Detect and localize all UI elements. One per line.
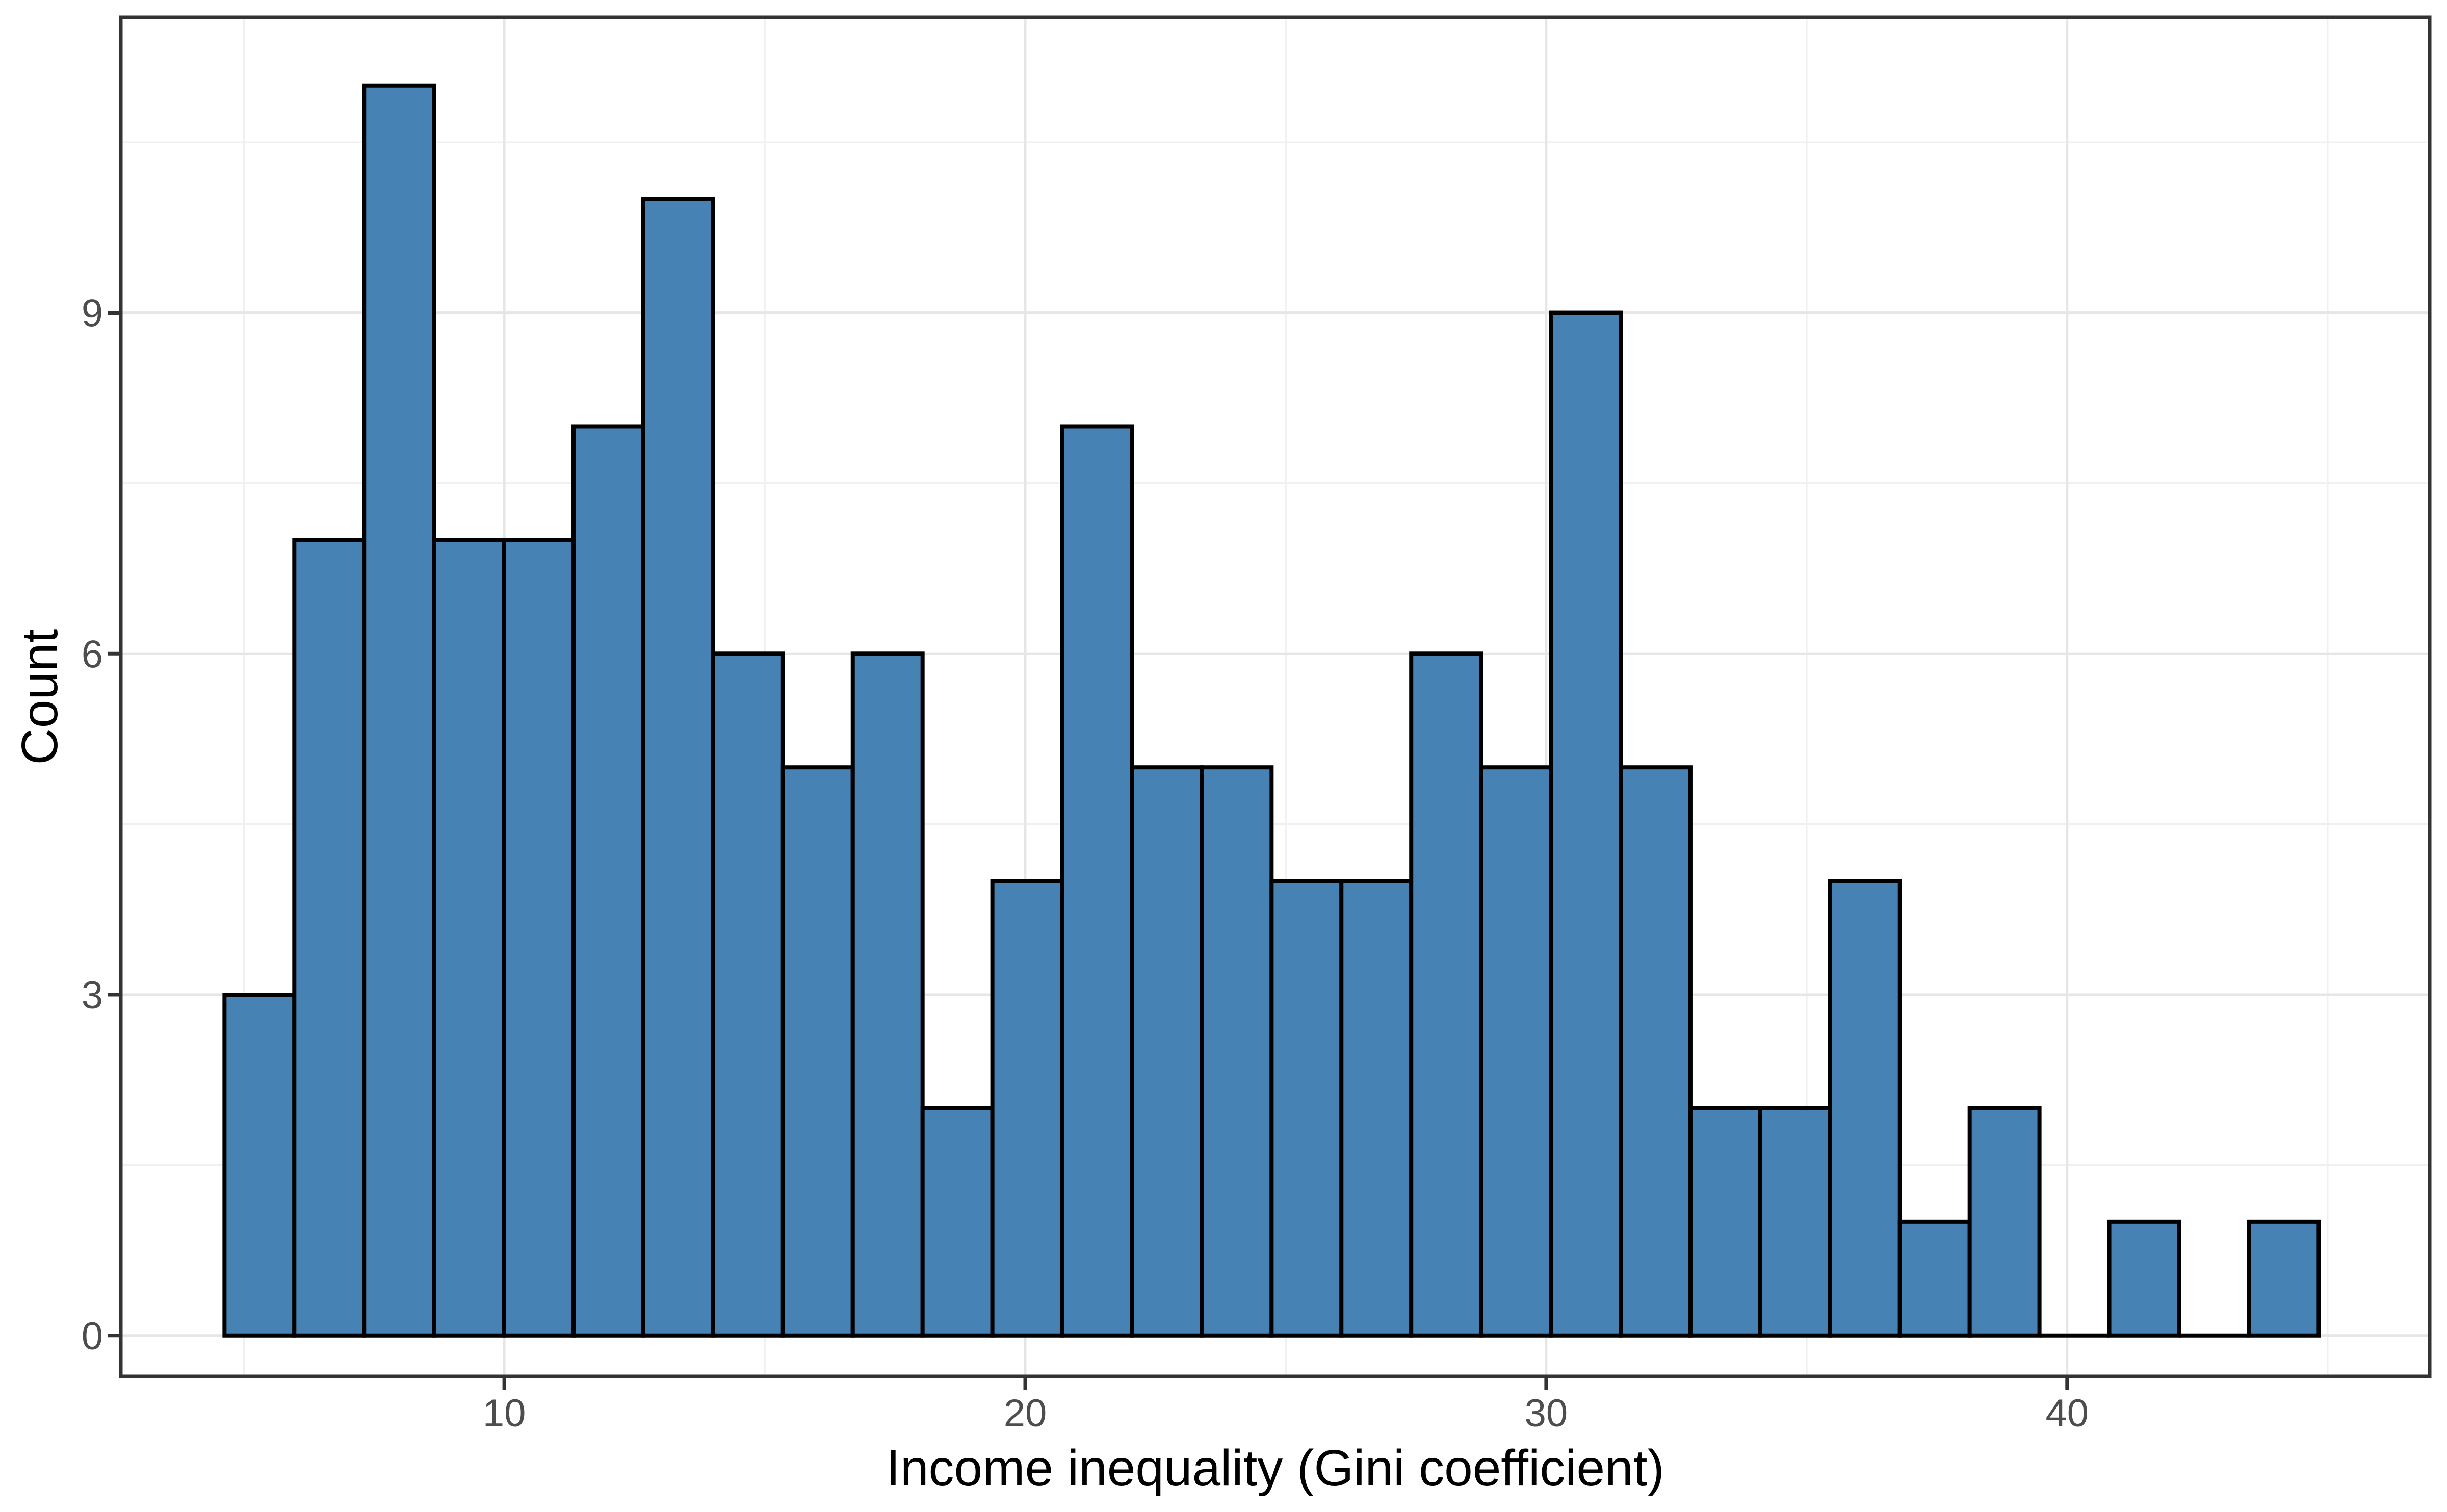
- histogram-bar: [1269, 879, 1344, 1338]
- histogram-bar: [711, 651, 785, 1338]
- x-tick-label: 30: [1525, 1392, 1568, 1435]
- histogram-bar: [1409, 651, 1483, 1338]
- histogram-bar: [502, 538, 576, 1338]
- y-axis-tick-labels: 0 3 6 9: [82, 292, 103, 1358]
- histogram-bar: [362, 83, 436, 1338]
- histogram-bar: [1828, 879, 1902, 1338]
- histogram-bar: [1688, 1106, 1762, 1338]
- histogram-bar: [1479, 765, 1553, 1338]
- y-tick-label: 0: [82, 1315, 103, 1358]
- histogram-bar: [1619, 765, 1693, 1338]
- histogram-bar: [222, 993, 297, 1338]
- histogram-bar: [641, 197, 715, 1338]
- histogram-bar: [850, 651, 925, 1338]
- histogram-bar: [1967, 1106, 2042, 1338]
- histogram-bar: [1758, 1106, 1832, 1338]
- y-tick-label: 9: [82, 292, 103, 335]
- histogram-bars: [222, 83, 2321, 1338]
- histogram-bar: [571, 424, 645, 1338]
- x-tick-label: 20: [1004, 1392, 1047, 1435]
- y-tick-label: 3: [82, 974, 103, 1017]
- histogram-bar: [1897, 1219, 1972, 1338]
- histogram-bar: [1339, 879, 1414, 1338]
- histogram-bar: [780, 765, 855, 1338]
- histogram-bar: [1130, 765, 1204, 1338]
- x-axis-title: Income inequality (Gini coefficient): [886, 1440, 1664, 1497]
- x-tick-label: 10: [483, 1392, 526, 1435]
- histogram-bar: [2107, 1219, 2181, 1338]
- histogram-bar: [1200, 765, 1274, 1338]
- histogram-bar: [1060, 424, 1134, 1338]
- x-tick-label: 40: [2045, 1392, 2089, 1435]
- histogram-bar: [292, 538, 367, 1338]
- histogram-bar: [2247, 1219, 2321, 1338]
- histogram-bar: [990, 879, 1064, 1338]
- axis-tick-marks: [108, 311, 2069, 1390]
- panel-border: [119, 15, 2432, 1378]
- histogram-bar: [920, 1106, 995, 1338]
- histogram-bar: [432, 538, 506, 1338]
- y-tick-label: 6: [82, 633, 103, 676]
- histogram-bar: [1549, 310, 1623, 1338]
- y-axis-title: Count: [11, 629, 68, 765]
- x-axis-tick-labels: 10 20 30 40: [483, 1392, 2089, 1435]
